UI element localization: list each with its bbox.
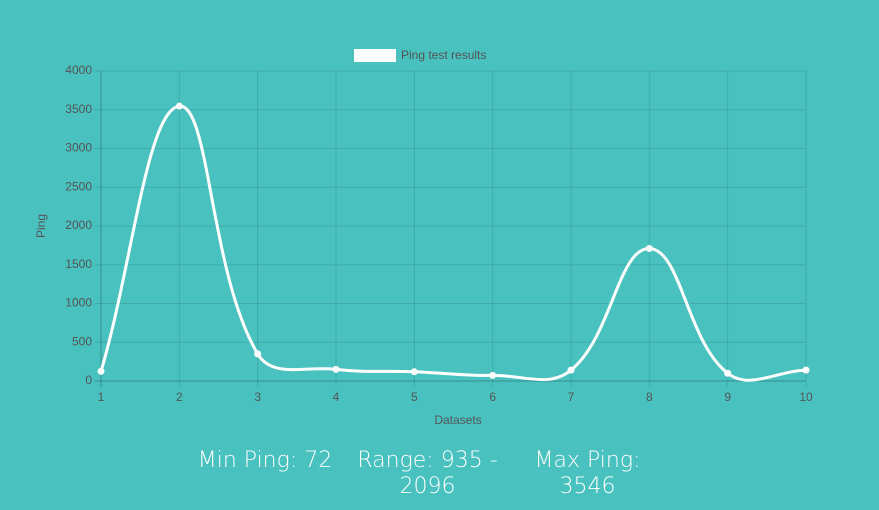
point bbox=[489, 371, 497, 379]
y-tick-label: 3500 bbox=[65, 102, 92, 116]
point bbox=[567, 366, 575, 374]
x-tick-label: 7 bbox=[568, 390, 575, 404]
chart: Ping Datasets 05001000150020002500300035… bbox=[34, 48, 813, 427]
x-tick-label: 9 bbox=[724, 390, 731, 404]
x-tick-label: 3 bbox=[254, 390, 261, 404]
point bbox=[802, 366, 810, 374]
x-tick-label: 10 bbox=[799, 390, 813, 404]
point bbox=[97, 367, 105, 375]
x-tick-label: 1 bbox=[98, 390, 105, 404]
y-tick-label: 1500 bbox=[65, 257, 92, 271]
point bbox=[410, 368, 418, 376]
point bbox=[254, 350, 262, 358]
point bbox=[175, 102, 183, 110]
y-tick-label: 1000 bbox=[65, 296, 92, 310]
legend-label: Ping test results bbox=[401, 48, 486, 62]
y-tick-label: 500 bbox=[72, 334, 92, 348]
y-tick-label: 2000 bbox=[65, 218, 92, 232]
legend-swatch bbox=[354, 49, 396, 62]
x-axis-label: Datasets bbox=[434, 413, 481, 427]
y-axis-label: Ping bbox=[34, 214, 48, 238]
point bbox=[724, 369, 732, 377]
point bbox=[645, 244, 653, 252]
line bbox=[99, 104, 807, 382]
x-tick-label: 5 bbox=[411, 390, 418, 404]
x-tick-label: 6 bbox=[489, 390, 496, 404]
x-tick-label: 2 bbox=[176, 390, 183, 404]
min-ping: Min Ping: 72 bbox=[197, 448, 333, 473]
point bbox=[332, 365, 340, 373]
max-ping: Max Ping: 3546 bbox=[534, 448, 641, 499]
y-tick-label: 4000 bbox=[65, 63, 92, 77]
x-tick-label: 4 bbox=[333, 390, 340, 404]
y-tick-label: 2500 bbox=[65, 179, 92, 193]
range: Range: 935 - 2096 bbox=[357, 448, 498, 499]
y-tick-label: 0 bbox=[85, 373, 92, 387]
y-tick-label: 3000 bbox=[65, 141, 92, 155]
x-tick-label: 8 bbox=[646, 390, 653, 404]
